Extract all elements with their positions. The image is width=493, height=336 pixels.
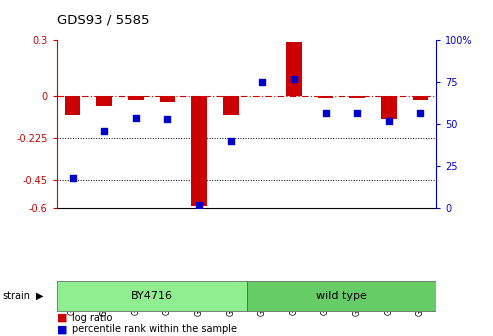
Point [227, 138, 235, 144]
Text: GSM1639: GSM1639 [226, 279, 235, 316]
Bar [317, 96, 333, 98]
Point [69, 175, 76, 181]
Bar [223, 96, 239, 115]
Text: GSM1641: GSM1641 [289, 279, 298, 316]
Text: ■: ■ [57, 312, 67, 323]
Bar [160, 96, 176, 102]
Bar [96, 96, 112, 106]
Bar [128, 96, 143, 100]
Text: GSM1630: GSM1630 [100, 279, 108, 316]
Text: GSM1642: GSM1642 [321, 279, 330, 316]
Text: wild type: wild type [316, 291, 367, 301]
Point [353, 110, 361, 115]
Text: BY4716: BY4716 [131, 291, 173, 301]
Text: ▶: ▶ [35, 291, 43, 301]
Text: GSM1643: GSM1643 [352, 279, 362, 316]
Point [290, 76, 298, 82]
Bar [246, 281, 436, 311]
Text: GSM1632: GSM1632 [163, 279, 172, 316]
Text: GDS93 / 5585: GDS93 / 5585 [57, 14, 149, 27]
Point [321, 110, 329, 115]
Point [164, 117, 172, 122]
Bar [57, 281, 246, 311]
Bar [286, 42, 302, 96]
Text: percentile rank within the sample: percentile rank within the sample [72, 324, 238, 334]
Point [417, 110, 424, 115]
Bar [191, 96, 207, 206]
Point [385, 118, 393, 124]
Point [132, 115, 140, 120]
Text: strain: strain [2, 291, 31, 301]
Text: GSM1648: GSM1648 [385, 279, 393, 316]
Text: GSM1649: GSM1649 [416, 279, 425, 316]
Text: ■: ■ [57, 324, 67, 334]
Point [195, 202, 203, 208]
Point [258, 80, 266, 85]
Text: GSM1633: GSM1633 [195, 279, 204, 316]
Text: log ratio: log ratio [72, 312, 113, 323]
Text: GSM1629: GSM1629 [68, 279, 77, 316]
Bar [350, 96, 365, 98]
Bar [413, 96, 428, 100]
Point [100, 128, 108, 134]
Bar [381, 96, 397, 119]
Bar [65, 96, 80, 115]
Text: GSM1640: GSM1640 [258, 279, 267, 316]
Text: GSM1631: GSM1631 [131, 279, 141, 316]
